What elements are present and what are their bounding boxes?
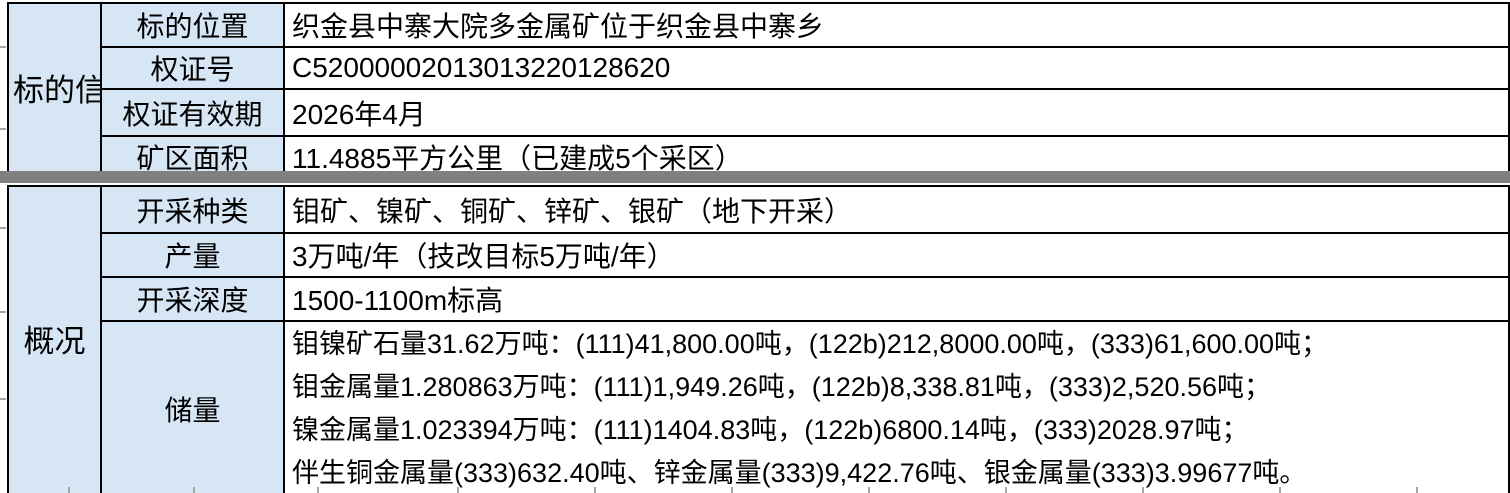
value-cell-mining-types[interactable]: 钼矿、镍矿、铜矿、锌矿、银矿（地下开采） <box>283 185 1510 234</box>
reserves-line-nickel: 镍金属量1.023394万吨：(111)1404.83吨，(122b)6800.… <box>292 415 1249 445</box>
gridline-tick <box>0 311 6 313</box>
label-cell-mining-types[interactable]: 开采种类 <box>100 185 285 234</box>
reserves-line-ore: 钼镍矿石量31.62万吨：(111)41,800.00吨，(122b)212,8… <box>292 329 1329 359</box>
gridline-tick <box>0 398 6 400</box>
reserves-line-associated-metals: 伴生铜金属量(333)632.40吨、锌金属量(333)9,422.76吨、银金… <box>292 458 1307 488</box>
gridline-tick <box>0 227 6 229</box>
table-row: 储量 钼镍矿石量31.62万吨：(111)41,800.00吨，(122b)21… <box>8 320 1510 493</box>
value-cell-reserves[interactable]: 钼镍矿石量31.62万吨：(111)41,800.00吨，(122b)212,8… <box>283 320 1510 493</box>
label-cell-reserves[interactable]: 储量 <box>100 320 285 493</box>
table-row: 权证号 C52000002013013220128620 <box>8 46 1510 90</box>
gridline-tick <box>731 487 733 493</box>
label-cell-location[interactable]: 标的位置 <box>100 2 285 48</box>
label-cell-permit-number[interactable]: 权证号 <box>100 46 285 90</box>
value-cell-output[interactable]: 3万吨/年（技改目标5万吨/年） <box>283 232 1510 278</box>
value-cell-permit-number[interactable]: C52000002013013220128620 <box>283 46 1510 90</box>
gridline-tick <box>68 487 70 493</box>
table-row: 标的信息 标的位置 织金县中寨大院多金属矿位于织金县中寨乡 <box>7 2 1510 179</box>
gridline-tick <box>1416 487 1418 493</box>
gridline-tick <box>0 46 6 48</box>
table-row: 产量 3万吨/年（技改目标5万吨/年） <box>8 232 1510 278</box>
table-row: 权证有效期 2026年4月 <box>8 88 1510 137</box>
gridline-tick <box>317 487 319 493</box>
gridline-tick <box>868 487 870 493</box>
gridline-tick <box>1142 487 1144 493</box>
group-header-subject-info[interactable]: 标的信息 <box>7 2 102 179</box>
overview-table: 概况 开采种类 钼矿、镍矿、铜矿、锌矿、银矿（地下开采） 产量 3万吨/年（技改… <box>7 185 1510 493</box>
value-cell-permit-validity[interactable]: 2026年4月 <box>283 88 1510 137</box>
subject-info-table: 标的信息 标的位置 织金县中寨大院多金属矿位于织金县中寨乡 权证号 C52000… <box>7 2 1510 179</box>
section-separator-band <box>0 171 1510 183</box>
gridline-tick <box>1005 487 1007 493</box>
group-header-overview[interactable]: 概况 <box>7 185 102 493</box>
table-row: 开采深度 1500-1100m标高 <box>8 276 1510 322</box>
gridline-tick <box>457 487 459 493</box>
gridline-tick <box>594 487 596 493</box>
table-row: 概况 开采种类 钼矿、镍矿、铜矿、锌矿、银矿（地下开采） <box>7 185 1510 493</box>
gridline-tick <box>1279 487 1281 493</box>
value-cell-location[interactable]: 织金县中寨大院多金属矿位于织金县中寨乡 <box>283 2 1510 48</box>
gridline-tick <box>0 128 6 130</box>
label-cell-permit-validity[interactable]: 权证有效期 <box>100 88 285 137</box>
gridline-tick <box>193 487 195 493</box>
reserves-line-molybdenum: 钼金属量1.280863万吨：(111)1,949.26吨，(122b)8,33… <box>292 372 1272 402</box>
label-cell-output[interactable]: 产量 <box>100 232 285 278</box>
value-cell-mining-depth[interactable]: 1500-1100m标高 <box>283 276 1510 322</box>
label-cell-mining-depth[interactable]: 开采深度 <box>100 276 285 322</box>
